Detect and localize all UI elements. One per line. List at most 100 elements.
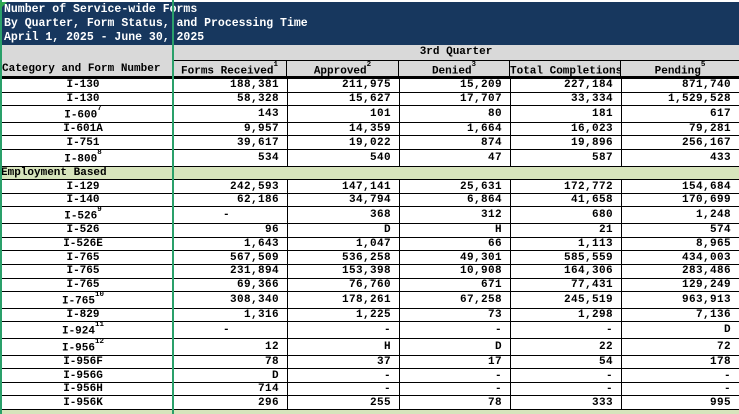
form-number-cell[interactable]: I-765 — [0, 263, 174, 279]
value-cell[interactable]: 671 — [399, 277, 511, 293]
form-number-cell[interactable]: I-526 — [0, 223, 174, 238]
value-cell[interactable]: D — [621, 321, 739, 339]
value-cell[interactable]: 368 — [287, 206, 400, 225]
value-cell[interactable]: 333 — [510, 395, 622, 411]
value-cell[interactable]: 15,627 — [287, 91, 400, 107]
section-label-cell[interactable] — [0, 409, 739, 414]
value-cell[interactable]: 574 — [621, 223, 739, 238]
value-cell[interactable]: 101 — [287, 105, 400, 123]
value-cell[interactable]: 874 — [399, 135, 511, 151]
value-cell[interactable]: 10,908 — [399, 263, 511, 279]
value-cell[interactable]: 312 — [399, 206, 511, 225]
form-number-cell[interactable]: I-956H — [0, 381, 174, 397]
value-cell[interactable]: H — [399, 223, 511, 238]
value-cell[interactable]: D — [399, 338, 511, 356]
value-cell[interactable]: 37 — [287, 354, 400, 370]
value-cell[interactable]: 79,281 — [621, 121, 739, 137]
value-cell[interactable]: 25,631 — [399, 179, 511, 194]
form-number-cell[interactable]: I-129 — [0, 179, 174, 194]
value-cell[interactable]: 680 — [510, 206, 622, 225]
value-cell[interactable]: 178 — [621, 354, 739, 370]
form-number-cell[interactable]: I-956F — [0, 354, 174, 370]
value-cell[interactable]: H — [287, 338, 400, 356]
value-cell[interactable]: 77,431 — [510, 277, 622, 293]
value-cell[interactable]: 963,913 — [621, 291, 739, 309]
value-cell[interactable]: 178,261 — [287, 291, 400, 309]
value-cell[interactable]: 1,298 — [510, 307, 622, 323]
form-number-cell[interactable]: I-130 — [0, 78, 174, 93]
column-header-total-completions[interactable]: Total Completions4 — [510, 61, 621, 78]
value-cell[interactable]: 6,864 — [399, 192, 511, 208]
value-cell[interactable]: 1,529,528 — [621, 91, 739, 107]
value-cell[interactable]: 22 — [510, 338, 622, 356]
column-header-forms-received[interactable]: Forms Received1 — [173, 61, 287, 78]
value-cell[interactable]: 256,167 — [621, 135, 739, 151]
value-cell[interactable]: - — [399, 368, 511, 383]
value-cell[interactable]: 39,617 — [173, 135, 288, 151]
value-cell[interactable]: 96 — [173, 223, 288, 238]
value-cell[interactable]: 8,965 — [621, 236, 739, 252]
value-cell[interactable]: 73 — [399, 307, 511, 323]
value-cell[interactable]: 534 — [173, 149, 288, 167]
value-cell[interactable]: 143 — [173, 105, 288, 123]
value-cell[interactable]: 34,794 — [287, 192, 400, 208]
value-cell[interactable]: 62,186 — [173, 192, 288, 208]
value-cell[interactable]: 1,664 — [399, 121, 511, 137]
value-cell[interactable]: 69,366 — [173, 277, 288, 293]
value-cell[interactable]: 76,760 — [287, 277, 400, 293]
value-cell[interactable]: - — [621, 368, 739, 383]
form-number-cell[interactable]: I-92411 — [0, 321, 174, 339]
report-title-cell[interactable]: Number of Service-wide Forms By Quarter,… — [0, 2, 739, 45]
value-cell[interactable]: 211,975 — [287, 78, 400, 93]
value-cell[interactable]: 78 — [173, 354, 288, 370]
value-cell[interactable]: 12 — [173, 338, 288, 356]
value-cell[interactable]: 15,209 — [399, 78, 511, 93]
value-cell[interactable]: 255 — [287, 395, 400, 411]
value-cell[interactable]: - — [173, 206, 288, 225]
value-cell[interactable]: 78 — [399, 395, 511, 411]
column-header-approved[interactable]: Approved2 — [287, 61, 399, 78]
form-number-cell[interactable]: I-956K — [0, 395, 174, 411]
form-number-cell[interactable]: I-6007 — [0, 105, 174, 123]
value-cell[interactable]: 714 — [173, 381, 288, 397]
value-cell[interactable]: 7,136 — [621, 307, 739, 323]
value-cell[interactable]: 17 — [399, 354, 511, 370]
category-column-header[interactable]: Category and Form Number — [0, 45, 173, 78]
value-cell[interactable]: 129,249 — [621, 277, 739, 293]
value-cell[interactable]: - — [287, 321, 400, 339]
column-header-pending[interactable]: Pending5 — [621, 61, 739, 78]
form-number-cell[interactable]: I-140 — [0, 192, 174, 208]
value-cell[interactable]: - — [621, 381, 739, 397]
value-cell[interactable]: 49,301 — [399, 250, 511, 265]
value-cell[interactable]: 47 — [399, 149, 511, 167]
value-cell[interactable]: - — [399, 381, 511, 397]
value-cell[interactable]: 67,258 — [399, 291, 511, 309]
value-cell[interactable]: 587 — [510, 149, 622, 167]
form-number-cell[interactable]: I-76510 — [0, 291, 174, 309]
value-cell[interactable]: 80 — [399, 105, 511, 123]
value-cell[interactable]: 181 — [510, 105, 622, 123]
value-cell[interactable]: 164,306 — [510, 263, 622, 279]
value-cell[interactable]: 9,957 — [173, 121, 288, 137]
column-header-denied[interactable]: Denied3 — [399, 61, 510, 78]
form-number-cell[interactable]: I-601A — [0, 121, 174, 137]
value-cell[interactable]: 1,225 — [287, 307, 400, 323]
quarter-header[interactable]: 3rd Quarter — [173, 45, 739, 61]
value-cell[interactable]: 231,894 — [173, 263, 288, 279]
form-number-cell[interactable]: I-526E — [0, 236, 174, 252]
value-cell[interactable]: 170,699 — [621, 192, 739, 208]
form-number-cell[interactable]: I-5269 — [0, 206, 174, 225]
value-cell[interactable]: 434,003 — [621, 250, 739, 265]
value-cell[interactable]: D — [173, 368, 288, 383]
form-number-cell[interactable]: I-765 — [0, 277, 174, 293]
value-cell[interactable]: - — [510, 368, 622, 383]
value-cell[interactable]: 585,559 — [510, 250, 622, 265]
form-number-cell[interactable]: I-829 — [0, 307, 174, 323]
value-cell[interactable]: 433 — [621, 149, 739, 167]
value-cell[interactable]: 33,334 — [510, 91, 622, 107]
value-cell[interactable]: 1,316 — [173, 307, 288, 323]
value-cell[interactable]: 1,643 — [173, 236, 288, 252]
form-number-cell[interactable]: I-130 — [0, 91, 174, 107]
form-number-cell[interactable]: I-751 — [0, 135, 174, 151]
value-cell[interactable]: - — [173, 321, 288, 339]
